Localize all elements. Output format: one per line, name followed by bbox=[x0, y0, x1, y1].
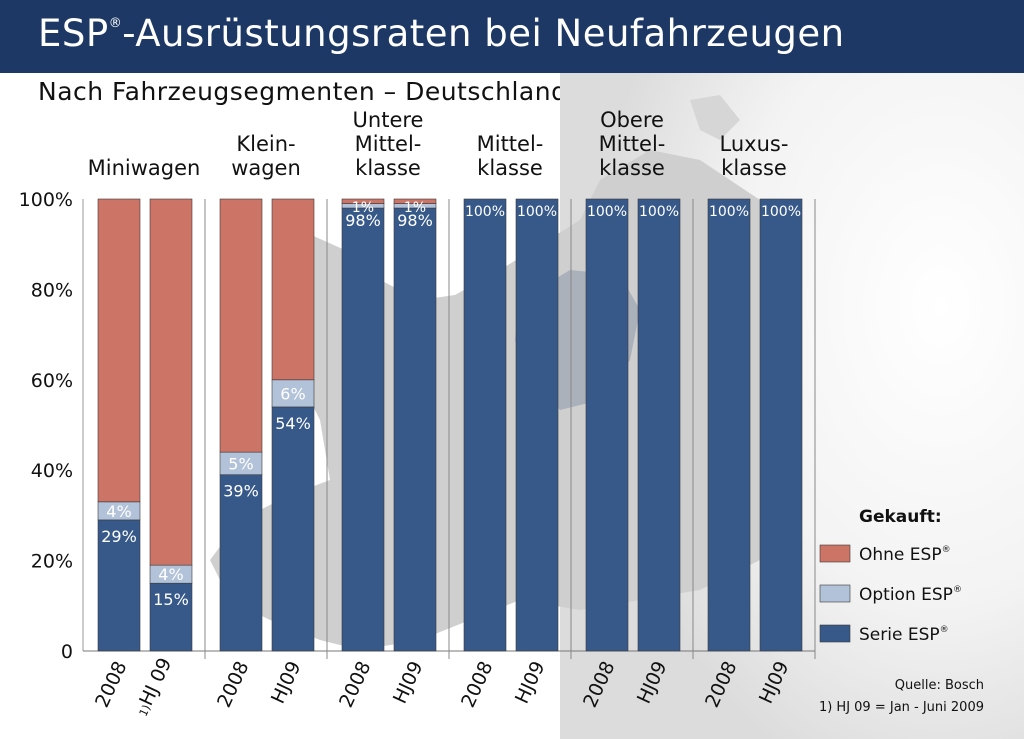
x-tick-label: 2008 bbox=[213, 658, 253, 711]
legend-swatch-ohne bbox=[819, 544, 851, 563]
bar-ohne bbox=[393, 198, 437, 204]
option-data-label: 1% bbox=[404, 200, 426, 216]
option-data-label: 6% bbox=[280, 384, 305, 403]
group-label: Untere bbox=[353, 108, 424, 132]
bar-serie bbox=[515, 198, 559, 652]
legend-label-ohne: Ohne ESP® bbox=[859, 545, 951, 565]
group-label: Luxus- bbox=[720, 132, 789, 156]
title-registered-mark: ® bbox=[108, 16, 123, 31]
bar-serie bbox=[707, 198, 751, 652]
y-tick-label: 20% bbox=[31, 551, 73, 573]
group-label: klasse bbox=[721, 156, 787, 180]
map-region-north bbox=[690, 95, 740, 140]
bar-ohne bbox=[149, 198, 193, 566]
x-tick-label: HJ09 bbox=[389, 658, 428, 707]
bar-option bbox=[271, 379, 315, 408]
serie-data-label: 100% bbox=[761, 204, 801, 220]
legend-swatch-option bbox=[819, 584, 851, 603]
title-text: ESP bbox=[38, 12, 109, 55]
source-note: Quelle: Bosch bbox=[894, 678, 984, 693]
serie-data-label: 100% bbox=[709, 204, 749, 220]
bar-serie bbox=[149, 582, 193, 652]
serie-data-label: 54% bbox=[275, 414, 311, 433]
x-tick-footnote-mark: 1) bbox=[137, 703, 154, 719]
footnote: 1) HJ 09 = Jan - Juni 2009 bbox=[818, 700, 984, 715]
serie-data-label: 100% bbox=[639, 204, 679, 220]
legend-registered-mark: ® bbox=[942, 545, 951, 555]
bar-serie bbox=[341, 207, 385, 652]
bar-serie bbox=[97, 519, 141, 652]
serie-data-label: 98% bbox=[345, 211, 381, 230]
x-tick-label: HJ09 bbox=[511, 658, 550, 707]
x-tick-label: 1)HJ 09 bbox=[130, 654, 176, 719]
bar-ohne bbox=[97, 198, 141, 503]
y-tick-label: 100% bbox=[19, 189, 73, 211]
serie-data-label: 98% bbox=[397, 211, 433, 230]
legend-label-serie: Serie ESP® bbox=[859, 625, 949, 645]
serie-data-label: 15% bbox=[153, 590, 189, 609]
bar-serie bbox=[585, 198, 629, 652]
serie-data-label: 39% bbox=[223, 482, 259, 501]
bar-serie bbox=[271, 406, 315, 652]
bar-ohne bbox=[341, 198, 385, 204]
x-tick-label: 2008 bbox=[335, 658, 375, 711]
bar-ohne bbox=[271, 198, 315, 381]
legend-registered-mark: ® bbox=[953, 585, 962, 595]
group-label: wagen bbox=[231, 156, 301, 180]
x-tick-label: 2008 bbox=[91, 658, 131, 711]
option-data-label: 5% bbox=[228, 454, 253, 473]
bar-ohne bbox=[219, 198, 263, 453]
legend-swatch-serie bbox=[819, 624, 851, 643]
group-label: Miniwagen bbox=[88, 156, 201, 180]
chart-title: ESP®-Ausrüstungsraten bei Neufahrzeugen bbox=[38, 12, 845, 55]
legend-registered-mark: ® bbox=[940, 625, 949, 635]
legend-title: Gekauft: bbox=[859, 507, 942, 527]
legend-label-option: Option ESP® bbox=[859, 585, 962, 605]
group-label: klasse bbox=[477, 156, 543, 180]
title-text-rest: -Ausrüstungsraten bei Neufahrzeugen bbox=[122, 12, 845, 55]
chart-subtitle: Nach Fahrzeugsegmenten – Deutschland bbox=[38, 77, 568, 106]
y-tick-label: 80% bbox=[31, 279, 73, 301]
group-label: klasse bbox=[355, 156, 421, 180]
title-bar: ESP®-Ausrüstungsraten bei Neufahrzeugen bbox=[0, 0, 1024, 73]
x-tick-label: 2008 bbox=[457, 658, 497, 711]
serie-data-label: 100% bbox=[465, 204, 505, 220]
group-label: klasse bbox=[599, 156, 665, 180]
option-data-label: 4% bbox=[106, 502, 131, 521]
group-label: Mittel- bbox=[477, 132, 544, 156]
bar-serie bbox=[463, 198, 507, 652]
serie-data-label: 100% bbox=[587, 204, 627, 220]
group-label: Obere bbox=[600, 108, 664, 132]
bar-serie bbox=[637, 198, 681, 652]
group-label: Mittel- bbox=[355, 132, 422, 156]
option-data-label: 1% bbox=[352, 200, 374, 216]
y-tick-label: 40% bbox=[31, 460, 73, 482]
serie-data-label: 100% bbox=[517, 204, 557, 220]
bar-serie bbox=[759, 198, 803, 652]
option-data-label: 4% bbox=[158, 565, 183, 584]
bar-serie bbox=[219, 474, 263, 652]
group-label: Klein- bbox=[236, 132, 295, 156]
group-label: Mittel- bbox=[599, 132, 666, 156]
serie-data-label: 29% bbox=[101, 527, 137, 546]
y-tick-label: 0 bbox=[61, 641, 73, 663]
bar-serie bbox=[393, 207, 437, 652]
x-tick-label: HJ09 bbox=[267, 658, 306, 707]
y-tick-label: 60% bbox=[31, 370, 73, 392]
